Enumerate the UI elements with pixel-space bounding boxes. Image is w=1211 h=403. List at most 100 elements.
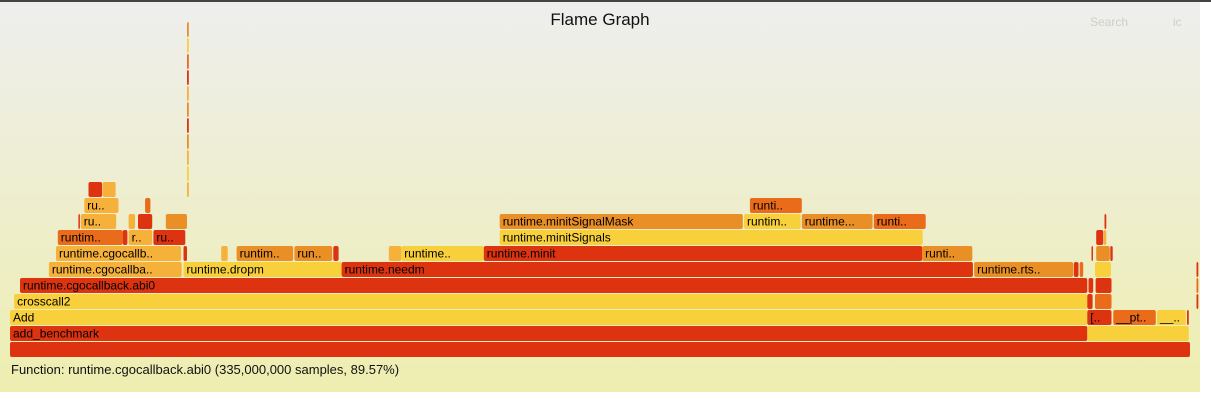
flame-frame-rect[interactable] [187,150,189,165]
flame-frame-rect[interactable] [57,230,123,245]
flame-frame-rect[interactable] [1110,246,1113,261]
flame-frame-rect[interactable] [1087,310,1112,325]
flame-frame-rect[interactable] [294,246,333,261]
flame-frame-rect[interactable] [1157,310,1186,325]
flame-frame[interactable] [1096,230,1104,245]
flame-frame[interactable] [187,134,189,149]
flame-frame-rect[interactable] [145,198,151,213]
flame-frame[interactable] [187,38,189,53]
flame-frame-rect[interactable] [128,230,153,245]
ignore-case-button[interactable]: ic [1173,15,1182,29]
flame-frame-rect[interactable] [1196,262,1199,277]
flame-frame-rect[interactable] [873,214,926,229]
flame-frame-rect[interactable] [56,246,182,261]
flame-frame[interactable]: runtime.minitSignals [499,230,923,245]
flame-frame-rect[interactable] [1095,278,1112,293]
flame-frame-rect[interactable] [88,182,103,197]
flame-frame[interactable]: ru.. [153,230,186,245]
flame-frame-rect[interactable] [922,246,973,261]
flame-frame[interactable] [187,70,189,85]
flame-frame[interactable] [138,214,153,229]
flame-frame-rect[interactable] [499,230,923,245]
flame-frame-rect[interactable] [1095,262,1111,277]
flame-frame-rect[interactable] [187,86,189,101]
flame-frame[interactable] [122,230,128,245]
flame-frame[interactable] [1095,262,1111,277]
flame-frame-rect[interactable] [183,246,188,261]
flame-frame-rect[interactable] [1104,214,1107,229]
flame-frame[interactable] [1088,278,1094,293]
flame-frame-rect[interactable] [165,214,187,229]
flame-frame-rect[interactable] [138,214,153,229]
flame-frame[interactable]: runtime.needm [341,262,973,277]
flame-frame[interactable]: runtime.rts.. [974,262,1074,277]
flame-frame-rect[interactable] [187,22,189,37]
flame-frame[interactable] [1196,294,1199,309]
flame-frame-rect[interactable] [1103,230,1107,245]
flame-frame[interactable] [1096,246,1110,261]
flame-frame-rect[interactable] [1091,246,1094,261]
flame-frame[interactable]: r.. [128,230,153,245]
flame-frame-rect[interactable] [1096,230,1104,245]
flame-frame[interactable] [102,182,116,197]
flame-frame[interactable] [1087,294,1093,309]
flame-frame-rect[interactable] [102,182,116,197]
flame-frame[interactable] [1103,230,1107,245]
flame-frame-rect[interactable] [1095,294,1112,309]
flame-frame-rect[interactable] [80,214,117,229]
flame-frame-rect[interactable] [1087,326,1189,341]
flame-frame[interactable]: ru.. [84,198,119,213]
flame-frame[interactable]: Add [10,310,1088,325]
flame-frame[interactable] [187,102,189,117]
flame-frame-rect[interactable] [187,182,189,197]
flame-frame[interactable] [333,246,339,261]
flame-frame-rect[interactable] [122,230,128,245]
flame-frame-rect[interactable] [1196,278,1199,293]
flame-frame-rect[interactable] [1073,262,1079,277]
flame-frame-rect[interactable] [78,214,80,229]
flame-frame[interactable] [128,214,136,229]
flame-frame[interactable]: runtime.. [401,246,484,261]
flame-frame[interactable] [165,214,187,229]
flame-frame-rect[interactable] [749,198,802,213]
flame-frame[interactable] [187,22,189,37]
flame-frame[interactable] [187,150,189,165]
flame-frame[interactable]: runti.. [922,246,973,261]
flame-frame-rect[interactable] [974,262,1074,277]
flame-frame[interactable]: runtime... [801,214,873,229]
flame-frame[interactable] [1196,278,1199,293]
flame-frame-rect[interactable] [1196,294,1199,309]
flame-frame[interactable] [1196,262,1199,277]
flame-frame-rect[interactable] [153,230,186,245]
flame-frame-rect[interactable] [48,262,182,277]
flame-frame-rect[interactable] [236,246,294,261]
flame-frame-rect[interactable] [10,326,1088,341]
flame-frame[interactable] [187,54,189,69]
flame-frame[interactable]: runti.. [873,214,926,229]
flame-frame-rect[interactable] [187,38,189,53]
flame-frame[interactable]: crosscall2 [14,294,1088,309]
flame-frame-rect[interactable] [1087,294,1093,309]
flame-frame-rect[interactable] [84,198,119,213]
flame-frame[interactable] [1073,262,1079,277]
flame-frame[interactable] [1095,278,1112,293]
flame-frame[interactable] [78,214,80,229]
flame-frame[interactable]: add_benchmark [10,326,1088,341]
flame-frame[interactable]: __.. [1157,310,1186,325]
flame-frame[interactable] [1087,326,1189,341]
flame-frame-rect[interactable] [401,246,484,261]
flame-frame[interactable] [1187,310,1189,325]
flame-frame[interactable] [88,182,103,197]
flame-frame[interactable] [1110,246,1113,261]
flame-frame[interactable]: runti.. [749,198,802,213]
flame-frame-rect[interactable] [1079,262,1084,277]
flame-frame[interactable]: runtime.cgocallb.. [56,246,182,261]
flame-frame[interactable]: runtime.cgocallba.. [48,262,182,277]
flame-frame-rect[interactable] [1096,246,1110,261]
flame-frame[interactable] [1079,262,1084,277]
flame-frame-rect[interactable] [187,166,189,181]
flame-frame[interactable] [187,118,189,133]
flame-frame[interactable]: runtim.. [236,246,294,261]
flame-frame-rect[interactable] [1088,278,1094,293]
flame-frame[interactable]: runtime.dropm [183,262,342,277]
